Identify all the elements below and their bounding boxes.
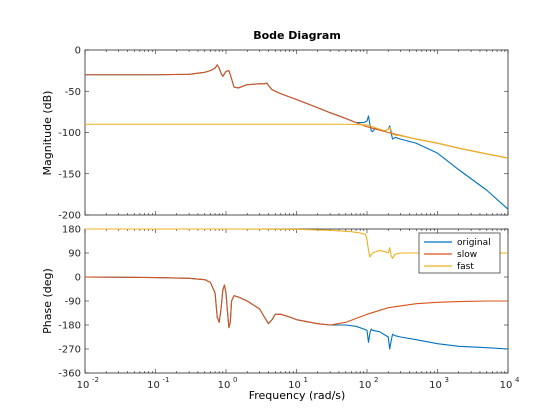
frequency-tick-label: 10: [77, 380, 90, 391]
magnitude-series-slow: [85, 64, 509, 159]
phase-y-tick-label: -180: [58, 321, 81, 332]
frequency-tick-labels: 10 -2 10 -1 10 0 10 1 10 2 10 3 10 4: [77, 376, 520, 391]
frequency-tick-exponent: -1: [163, 376, 170, 384]
phase-series-fast: [85, 228, 508, 259]
legend: original slow fast: [418, 232, 501, 274]
magnitude-series: [85, 64, 509, 210]
frequency-tick-label: 10: [218, 380, 231, 391]
frequency-tick-exponent: 4: [515, 376, 520, 384]
frequency-tick-label: 10: [147, 380, 160, 391]
magnitude-axes: 0 -50 -100 -150 -200 Magnitude (dB): [41, 46, 509, 222]
magnitude-axis-label: Magnitude (dB): [41, 91, 54, 176]
magnitude-y-tick-label: -50: [65, 87, 81, 98]
chart-title: Bode Diagram: [253, 29, 341, 42]
magnitude-y-tick-label: -200: [58, 211, 81, 222]
frequency-tick-label: 10: [288, 380, 301, 391]
phase-y-tick-label: -360: [58, 369, 81, 380]
phase-series-slow: [84, 276, 508, 329]
magnitude-plot-area: [84, 49, 509, 216]
magnitude-y-tick-label: -100: [58, 128, 81, 139]
frequency-tick-label: 10: [429, 380, 442, 391]
magnitude-y-tick-label: -150: [58, 169, 81, 180]
legend-label-fast: fast: [457, 262, 474, 272]
phase-y-tick-label: 0: [75, 273, 81, 284]
frequency-tick-exponent: -2: [92, 376, 99, 384]
phase-y-tick-label: 90: [68, 249, 81, 260]
phase-y-tick-label: 180: [62, 225, 81, 236]
magnitude-y-tick-label: 0: [75, 46, 81, 57]
phase-axes: 180 90 0 -90 -180 -270 -360 Phase (deg): [41, 225, 509, 380]
frequency-tick-exponent: 1: [304, 376, 308, 384]
magnitude-ticks: 0 -50 -100 -150 -200: [58, 46, 509, 222]
phase-axis-label: Phase (deg): [41, 268, 54, 334]
frequency-tick-label: 10: [359, 380, 372, 391]
frequency-tick-exponent: 3: [445, 376, 449, 384]
legend-entries: original slow fast: [424, 238, 491, 272]
legend-label-slow: slow: [457, 250, 477, 260]
phase-series: [84, 228, 509, 350]
frequency-tick-label: 10: [500, 380, 513, 391]
magnitude-series-fast: [85, 123, 509, 159]
frequency-axis-label: Frequency (rad/s): [249, 389, 346, 402]
legend-label-original: original: [457, 238, 491, 248]
frequency-tick-exponent: 0: [233, 376, 237, 384]
phase-y-tick-label: -90: [65, 297, 81, 308]
phase-y-tick-label: -270: [58, 345, 81, 356]
frequency-tick-exponent: 2: [374, 376, 378, 384]
